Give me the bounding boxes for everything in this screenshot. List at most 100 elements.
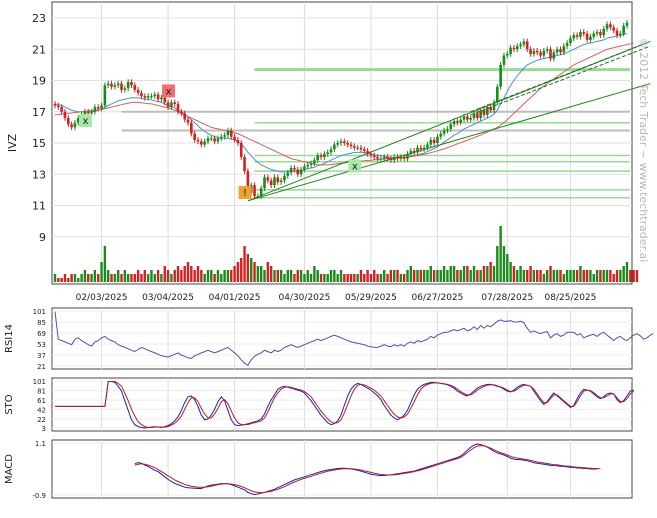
candle-body — [196, 139, 200, 142]
volume-bar — [70, 274, 73, 282]
candle-body — [529, 49, 532, 54]
volume-bar — [472, 266, 476, 282]
volume-bar — [383, 270, 386, 282]
volume-bar — [53, 274, 57, 282]
volume-bar — [452, 266, 456, 282]
volume-bar — [166, 270, 170, 282]
volume-bar — [522, 270, 526, 282]
volume-bar — [489, 262, 492, 282]
candle-body — [442, 130, 446, 134]
volume-bar — [539, 270, 542, 282]
candle-body — [296, 169, 300, 175]
candle-body — [562, 46, 566, 53]
volume-bar — [67, 278, 70, 282]
volume-bar — [353, 274, 356, 282]
candle-body — [206, 138, 210, 142]
volume-bar — [549, 266, 552, 282]
volume-bar — [180, 270, 183, 282]
candle-body — [299, 169, 303, 175]
candle-body — [409, 150, 413, 154]
volume-bar — [506, 254, 509, 282]
volume-bar — [213, 274, 216, 282]
y-tick-label: 1.1 — [35, 440, 46, 448]
volume-bar — [373, 270, 376, 282]
candle-body — [96, 107, 100, 109]
volume-bar — [532, 270, 536, 282]
y-tick-label: 21 — [32, 43, 46, 56]
candle-body — [379, 158, 383, 160]
volume-bar — [293, 274, 296, 282]
volume-bar — [176, 266, 180, 282]
volume-bar — [426, 270, 429, 282]
y-tick-label: 101 — [33, 378, 46, 386]
volume-bar — [90, 274, 93, 282]
candle-body — [389, 158, 393, 161]
volume-bar — [366, 270, 369, 282]
candle-body — [619, 33, 622, 36]
volume-bar — [369, 274, 373, 282]
volume-bar — [136, 270, 140, 282]
volume-bar — [100, 262, 103, 282]
candle-body — [233, 136, 236, 140]
volume-bar — [223, 270, 226, 282]
volume-bar — [283, 274, 286, 282]
signal-marker-box — [348, 159, 362, 173]
volume-bar — [216, 270, 220, 282]
y-tick-label: 17 — [32, 106, 46, 119]
candle-body — [376, 157, 379, 159]
x-tick-label: 06/27/2025 — [412, 293, 464, 303]
candle-body — [273, 177, 276, 186]
candle-body — [459, 119, 463, 123]
volume-bar — [336, 274, 339, 282]
volume-bar — [602, 270, 605, 282]
candle-body — [572, 35, 576, 39]
candle-body — [259, 188, 263, 197]
candle-body — [163, 97, 167, 103]
volume-bar — [250, 258, 253, 282]
candle-body — [70, 124, 73, 128]
candle-body — [439, 133, 443, 137]
candle-body — [386, 157, 389, 159]
y-tick-label: 85 — [37, 319, 46, 327]
candle-body — [343, 141, 346, 143]
volume-bar — [519, 266, 522, 282]
candle-body — [223, 135, 226, 137]
candle-body — [555, 49, 559, 53]
volume-bar — [133, 274, 137, 282]
signal-marker-label: ! — [243, 188, 247, 199]
candle-body — [190, 122, 193, 134]
sto-panel-series-1 — [55, 381, 635, 428]
volume-bar — [279, 270, 283, 282]
volume-bar — [140, 274, 143, 282]
volume-bar — [276, 270, 280, 282]
volume-bar — [389, 270, 393, 282]
volume-bar — [609, 270, 612, 282]
candle-body — [263, 177, 266, 189]
candle-body — [90, 111, 93, 114]
candle-body — [429, 139, 433, 145]
volume-bar — [73, 274, 77, 282]
volume-bar — [103, 246, 107, 282]
volume-bar — [203, 274, 206, 282]
volume-bar — [246, 254, 250, 282]
candle-body — [436, 136, 439, 143]
volume-bar — [253, 262, 256, 282]
signal-marker-box — [238, 186, 252, 199]
candle-body — [525, 41, 529, 50]
volume-bar — [193, 270, 196, 282]
volume-bar — [359, 270, 363, 282]
volume-bar — [346, 274, 349, 282]
candle-body — [582, 32, 586, 34]
candle-body — [545, 49, 549, 51]
candle-body — [173, 102, 177, 104]
y-tick-label: -0.9 — [32, 492, 46, 500]
candle-body — [479, 110, 482, 118]
x-tick-label: 04/01/2025 — [209, 293, 261, 303]
candle-body — [200, 141, 203, 145]
volume-bar — [526, 270, 529, 282]
candle-body — [366, 150, 369, 154]
y-tick-label: 37 — [37, 352, 46, 360]
x-tick-label: 02/03/2025 — [76, 293, 128, 303]
volume-bar — [150, 270, 153, 282]
